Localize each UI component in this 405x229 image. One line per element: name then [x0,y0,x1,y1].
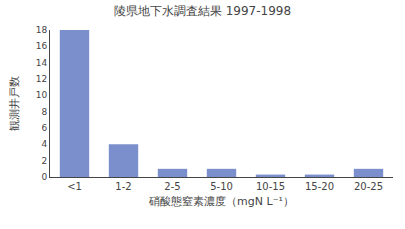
svg-text:0: 0 [41,172,47,182]
svg-text:14: 14 [36,58,48,68]
svg-text:10-15: 10-15 [256,181,285,192]
svg-text:15-20: 15-20 [305,181,334,192]
svg-text:10: 10 [36,90,48,100]
svg-text:観測井戸数: 観測井戸数 [8,76,21,131]
svg-text:硝酸態窒素濃度（mgN L⁻¹）: 硝酸態窒素濃度（mgN L⁻¹） [148,195,294,208]
svg-text:1-2: 1-2 [115,181,131,192]
svg-text:20-25: 20-25 [354,181,383,192]
svg-text:4: 4 [41,139,47,149]
svg-text:5-10: 5-10 [210,181,233,192]
svg-text:8: 8 [41,107,47,117]
svg-text:2: 2 [41,156,47,166]
svg-text:<1: <1 [67,181,82,192]
svg-text:16: 16 [36,41,48,51]
svg-text:2-5: 2-5 [164,181,180,192]
svg-text:18: 18 [36,25,48,35]
svg-text:陵県地下水調査結果 1997-1998: 陵県地下水調査結果 1997-1998 [114,4,291,18]
svg-text:6: 6 [41,123,47,133]
svg-text:12: 12 [36,74,47,84]
